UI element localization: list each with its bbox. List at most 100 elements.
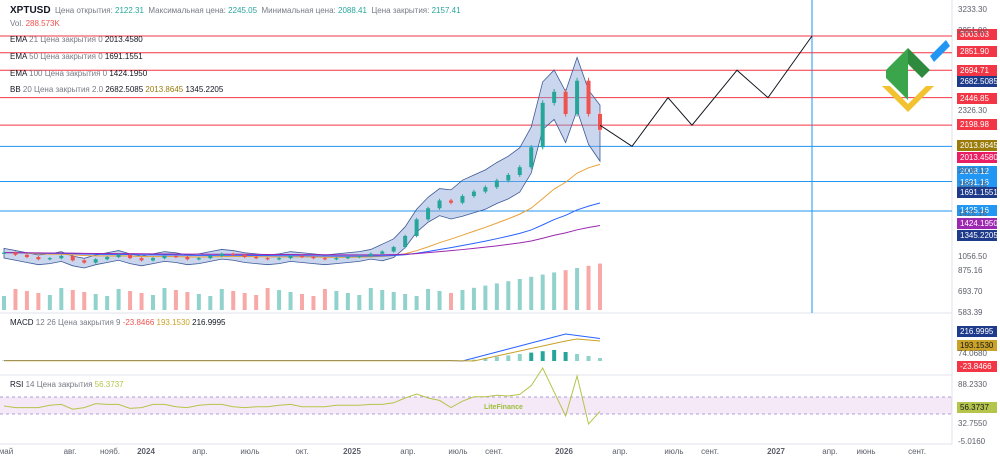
- ema21-value: 2013.4580: [104, 35, 143, 44]
- candle: [426, 208, 431, 220]
- volume-bar: [540, 274, 545, 310]
- volume-bar: [47, 295, 52, 310]
- candle: [185, 257, 190, 260]
- macd-tick: 74.0680: [958, 349, 987, 358]
- candle: [70, 255, 75, 261]
- candle: [322, 258, 327, 260]
- rsi-legend[interactable]: RSI 14 Цена закрытия 56.3737: [10, 380, 124, 389]
- volume-bar: [506, 281, 511, 310]
- volume-bar: [483, 285, 488, 310]
- price-badge: 2198.98: [957, 119, 997, 130]
- price-badge: -23.8466: [957, 361, 997, 372]
- time-tick: 2025: [343, 447, 361, 456]
- candle: [265, 258, 270, 260]
- candle: [575, 80, 580, 114]
- candle: [36, 257, 41, 260]
- ohlc-legend: XPTUSD Цена открытия: 2122.31 Максимальн…: [10, 5, 461, 16]
- volume-bar: [598, 263, 602, 310]
- candle: [196, 258, 201, 260]
- candle: [2, 252, 6, 254]
- price-badge: 1691.1551: [957, 187, 998, 198]
- candle: [82, 260, 87, 263]
- bb-upper-value: 2682.5085: [105, 85, 144, 94]
- symbol-title[interactable]: XPTUSD: [10, 5, 51, 16]
- time-tick: май: [0, 447, 14, 456]
- time-tick: нояб.: [99, 447, 121, 456]
- price-badge: 1424.1950: [957, 218, 998, 229]
- candle: [219, 253, 224, 256]
- rsi-band: [0, 397, 952, 414]
- high-label: Максимальная цена:: [148, 6, 226, 15]
- rsi-tick: 32.7550: [958, 419, 987, 428]
- rsi-params: 14 Цена закрытия: [25, 380, 93, 389]
- candle: [162, 255, 167, 259]
- time-tick: 2026: [555, 447, 573, 456]
- price-badge: 2013.8645: [957, 140, 998, 151]
- candle: [380, 251, 385, 254]
- volume-bar: [254, 295, 259, 310]
- candle: [437, 200, 442, 209]
- volume-bar: [334, 291, 339, 310]
- macd-legend[interactable]: MACD 12 26 Цена закрытия 9 -23.8466 193.…: [10, 318, 226, 327]
- price-badge: 3003.03: [957, 29, 997, 40]
- macd-hist-bar: [540, 351, 545, 361]
- macd-line-value: 216.9995: [192, 318, 226, 327]
- candle: [208, 255, 213, 259]
- candle: [288, 255, 293, 259]
- candle: [139, 258, 144, 261]
- candle: [93, 259, 98, 263]
- ema21-params: 21 Цена закрытия 0: [29, 35, 103, 44]
- ema21-legend[interactable]: EMA 21 Цена закрытия 0 2013.4580: [10, 35, 143, 44]
- bb-legend[interactable]: BB 20 Цена закрытия 2.0 2682.5085 2013.8…: [10, 85, 223, 94]
- open-label: Цена открытия:: [55, 6, 113, 15]
- bb-mid-value: 2013.8645: [145, 85, 184, 94]
- candle: [334, 258, 339, 260]
- time-tick: июль: [448, 447, 468, 456]
- candle: [59, 255, 64, 259]
- bollinger-band: [3, 56, 601, 269]
- volume-bar: [529, 276, 534, 310]
- price-badge: 2446.85: [957, 93, 997, 104]
- watermark: LiteFinance: [484, 404, 523, 411]
- low-value: 2088.41: [338, 6, 367, 15]
- price-tick: 1691.16: [958, 180, 987, 189]
- ema100-legend[interactable]: EMA 100 Цена закрытия 0 1424.1950: [10, 69, 147, 78]
- macd-hist-bar: [586, 356, 591, 361]
- time-tick: апр.: [400, 447, 416, 456]
- bb-params: 20 Цена закрытия 2.0: [22, 85, 104, 94]
- volume-bar: [116, 289, 121, 310]
- volume-bar: [437, 291, 442, 310]
- volume-bar: [196, 294, 201, 310]
- volume-bar: [403, 294, 408, 310]
- candle: [391, 247, 396, 252]
- candle: [242, 254, 247, 258]
- macd-hist-value: -23.8466: [122, 318, 155, 327]
- volume-bar: [357, 295, 362, 310]
- volume-bar: [36, 293, 41, 310]
- price-badge: 216.9995: [957, 326, 997, 337]
- volume-bar: [391, 292, 396, 310]
- volume-bar: [59, 288, 64, 310]
- price-tick: 1056.50: [958, 252, 987, 261]
- price-badge: 2008.12: [957, 166, 997, 177]
- low-label: Минимальная цена:: [261, 6, 336, 15]
- candle: [483, 187, 488, 192]
- rsi-tick: -5.0160: [958, 437, 986, 446]
- volume-bar: [300, 294, 304, 310]
- volume-bar: [414, 296, 419, 310]
- volume-bar: [162, 288, 167, 310]
- candle: [540, 102, 545, 148]
- rsi-value: 56.3737: [94, 380, 124, 389]
- volume-bar: [185, 292, 190, 310]
- volume-bar: [288, 292, 293, 310]
- rsi-tick: 88.2330: [958, 380, 987, 389]
- price-badge: 56.3737: [957, 402, 997, 413]
- high-value: 2245.05: [228, 6, 258, 15]
- ema100-line: [3, 225, 601, 256]
- price-tick: 875.16: [958, 266, 983, 275]
- volume-bar: [242, 293, 247, 310]
- volume-bar: [517, 279, 522, 310]
- ema50-legend[interactable]: EMA 50 Цена закрытия 0 1691.1551: [10, 52, 143, 61]
- candle: [368, 253, 373, 256]
